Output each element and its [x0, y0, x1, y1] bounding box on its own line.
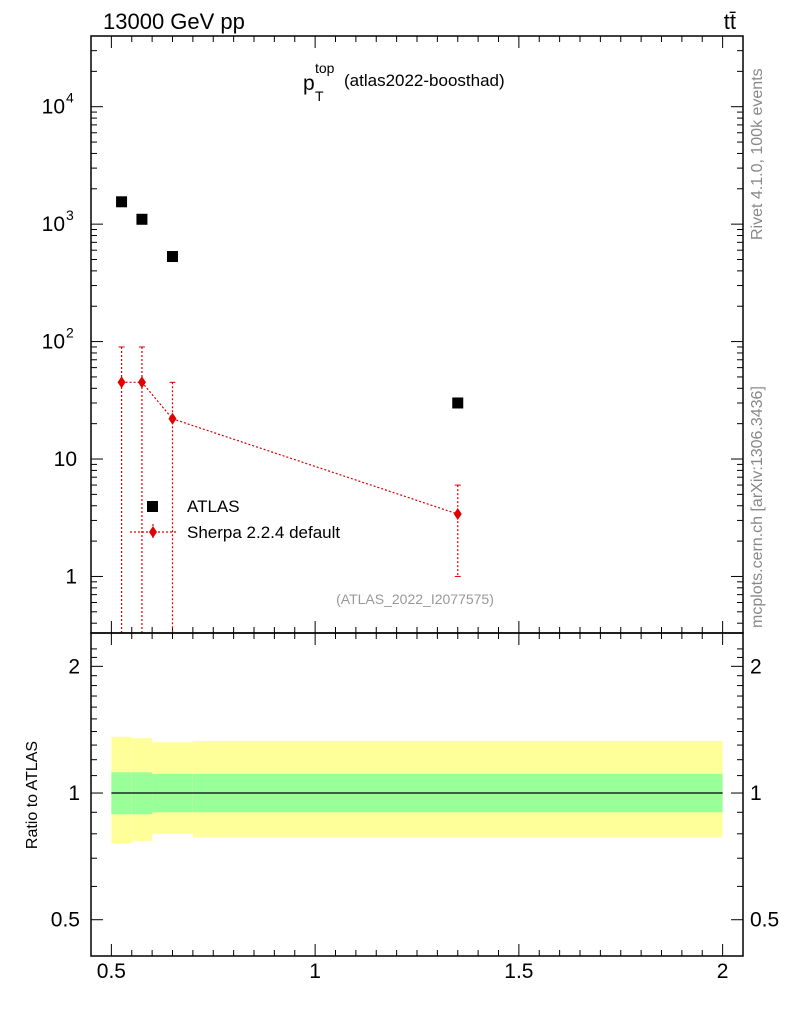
atlas-data-point [116, 196, 128, 208]
ratio-y-tick-label: 1 [68, 782, 80, 805]
sherpa-point [168, 412, 177, 425]
plot-title-main: p [303, 72, 315, 95]
plot-title-subscript: T [315, 88, 324, 104]
plot-title: p T top (atlas2022-boosthad) [303, 60, 505, 104]
sherpa-point [453, 508, 462, 521]
rivet-version-label: Rivet 4.1.0, 100k events [749, 68, 766, 240]
legend-atlas-label: ATLAS [187, 497, 240, 516]
main-plot-frame [90, 35, 744, 634]
mcplots-label: mcplots.cern.ch [arXiv:1306.3436] [749, 386, 766, 628]
ratio-y-tick-label-right: 1 [750, 782, 762, 805]
ratio-axis-label: Ratio to ATLAS [24, 741, 41, 849]
x-tick-label: 0.5 [97, 960, 126, 983]
x-tick-label: 2 [717, 960, 729, 983]
y-tick-label: 10 [54, 448, 77, 471]
x-tick-label: 1 [309, 960, 321, 983]
ratio-y-tick-label: 0.5 [51, 909, 80, 932]
y-tick-label: 1 [65, 565, 77, 588]
sherpa-point [117, 376, 126, 389]
energy-label: 13000 GeV pp [103, 9, 245, 34]
ratio-plot-frame [90, 632, 744, 957]
y-tick-label: 10 [42, 331, 65, 354]
plot-title-tag: (atlas2022-boosthad) [344, 71, 505, 90]
sherpa-point [137, 376, 146, 389]
ratio-y-tick-label-right: 2 [750, 655, 762, 678]
y-tick-label: 10 [42, 213, 65, 236]
atlas-data-point [136, 213, 148, 225]
data-series [116, 196, 464, 633]
y-tick-exponent: 3 [66, 207, 74, 223]
ratio-bands [111, 736, 723, 844]
legend-sherpa-marker [149, 526, 157, 538]
process-label: tt̄ [724, 9, 736, 34]
plot-title-superscript: top [315, 60, 335, 76]
atlas-data-point [452, 397, 464, 409]
x-tick-label: 1.5 [504, 960, 533, 983]
legend-atlas-marker [147, 501, 158, 512]
y-tick-exponent: 2 [66, 325, 74, 341]
y-tick-exponent: 4 [66, 90, 74, 106]
sherpa-line [121, 381, 458, 515]
legend: ATLAS Sherpa 2.2.4 default [130, 497, 340, 542]
legend-sherpa-label: Sherpa 2.2.4 default [187, 523, 340, 542]
y-tick-label: 10 [42, 96, 65, 119]
ratio-y-tick-label-right: 0.5 [750, 909, 779, 932]
analysis-id-label: (ATLAS_2022_I2077575) [336, 591, 494, 607]
ratio-y-tick-label: 2 [68, 655, 80, 678]
atlas-data-point [167, 251, 178, 263]
